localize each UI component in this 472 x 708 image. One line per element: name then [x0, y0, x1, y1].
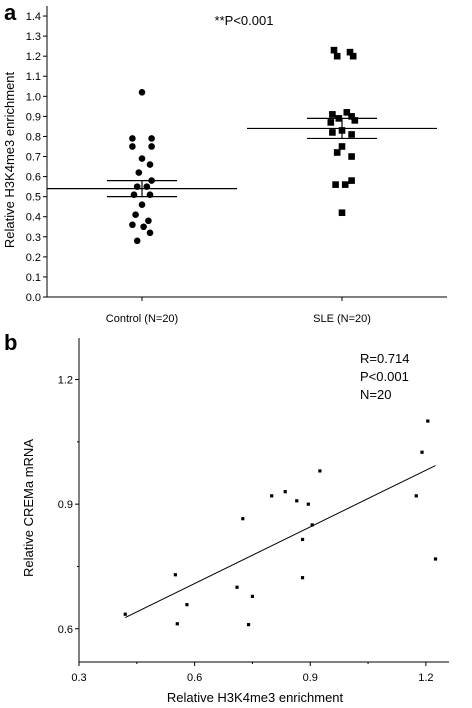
panel-b-y-ticks: 0.6 0.9 1.2: [58, 375, 79, 636]
sle-data-point: [349, 52, 357, 60]
correlation-p-value: P<0.001: [360, 369, 409, 384]
scatter-point: [310, 523, 314, 527]
scatter-point: [235, 585, 239, 589]
control-data-point: [133, 237, 141, 245]
scatter-point: [433, 557, 438, 561]
sle-data-point: [348, 131, 355, 138]
panel-a-data-points: [129, 46, 359, 245]
scatter-point: [241, 517, 245, 521]
panel-a-y-axis-title: Relative H3K4me3 enrichment: [2, 71, 17, 248]
scatter-point: [246, 623, 251, 627]
panel-a-mean-sem-bars: [47, 117, 437, 198]
panel-a-y-tick-label: 0.0: [26, 292, 41, 304]
control-data-point: [129, 221, 136, 229]
panel-b-label: b: [4, 330, 17, 355]
panel-b-x-axis-title: Relative H3K4me3 enrichment: [167, 690, 344, 705]
panel-b-regression: [125, 465, 436, 619]
control-data-point: [132, 211, 139, 219]
control-data-point: [140, 223, 147, 231]
scatter-point: [306, 502, 310, 506]
sle-data-point: [338, 209, 346, 217]
panel-b-x-ticks: 0.3 0.6 0.9 1.2: [71, 662, 434, 684]
panel-b-x-tick-label: 0.6: [187, 672, 202, 684]
sle-data-point: [333, 149, 341, 156]
scatter-point: [175, 622, 179, 626]
sle-data-point: [348, 113, 355, 120]
panel-b-y-tick-label: 1.2: [58, 375, 73, 387]
control-data-point: [138, 201, 146, 208]
panel-b-y-tick-label: 0.6: [58, 624, 73, 636]
control-data-point: [146, 229, 154, 237]
control-data-point: [145, 217, 152, 225]
panel-a-y-tick-label: 0.6: [26, 172, 41, 184]
sle-data-point: [346, 48, 354, 56]
scatter-point: [173, 573, 177, 577]
sle-data-point: [333, 52, 341, 60]
control-data-point: [138, 155, 146, 162]
sle-data-point: [330, 46, 338, 54]
sle-data-point: [348, 177, 355, 184]
scatter-point: [300, 537, 305, 542]
control-data-point: [146, 161, 154, 168]
panel-a-y-tick-label: 0.1: [26, 272, 41, 284]
panel-a-y-tick-label: 0.7: [26, 152, 41, 164]
scatter-point: [318, 469, 322, 473]
panel-a-y-ticks: 0.0 0.1 0.2 0.3 0.4 0.5 0.6 0.7 0.8 0.9 1.0 1.1 1.2 1…: [26, 11, 47, 304]
sle-data-point: [329, 129, 336, 136]
panel-a-x-categories: Control (N=20) SLE (N=20): [106, 297, 371, 325]
panel-a-y-tick-label: 0.5: [26, 192, 41, 204]
panel-b-x-tick-label: 0.9: [303, 672, 318, 684]
panel-a-y-tick-label: 1.1: [26, 71, 41, 83]
sle-data-point: [327, 119, 335, 126]
scatter-point: [300, 576, 305, 580]
control-data-point: [129, 143, 136, 150]
scatter-point: [185, 603, 189, 607]
sle-data-point: [341, 181, 349, 188]
sle-data-point: [343, 109, 351, 116]
scatter-point: [295, 499, 299, 503]
correlation-n-value: N=20: [360, 387, 391, 402]
sle-data-point: [332, 181, 339, 188]
panel-a-y-tick-label: 1.3: [26, 31, 41, 43]
panel-a-y-tick-label: 0.4: [26, 212, 41, 224]
panel-a-label: a: [4, 0, 17, 25]
scatter-point: [123, 612, 127, 616]
correlation-r-value: R=0.714: [360, 351, 410, 366]
control-data-point: [148, 143, 155, 150]
control-data-point: [129, 135, 136, 142]
panel-a-category-label: SLE (N=20): [313, 313, 371, 325]
panel-a-y-tick-label: 0.8: [26, 131, 41, 143]
panel-b-x-tick-label: 0.3: [71, 672, 86, 684]
control-data-point: [148, 135, 155, 142]
panel-b-x-tick-label: 1.2: [418, 672, 433, 684]
scatter-point: [250, 594, 255, 598]
scatter-point: [414, 494, 418, 498]
scatter-point: [426, 419, 430, 423]
sle-data-point: [348, 153, 355, 160]
panel-a-y-tick-label: 1.0: [26, 91, 41, 103]
regression-line: [125, 465, 436, 619]
panel-a-y-tick-label: 0.9: [26, 111, 41, 123]
panel-a-y-tick-label: 0.2: [26, 252, 41, 264]
sle-data-point: [351, 117, 359, 124]
panel-a-y-tick-label: 1.4: [26, 11, 41, 23]
panel-b-y-tick-label: 0.9: [58, 499, 73, 511]
significance-annotation: **P<0.001: [215, 13, 274, 28]
panel-b-data-points: [123, 419, 438, 627]
control-data-point: [138, 88, 146, 96]
sle-data-point: [329, 111, 336, 118]
panel-a-category-label: Control (N=20): [106, 313, 178, 325]
scatter-point: [270, 494, 274, 498]
panel-a-y-tick-label: 1.2: [26, 51, 41, 63]
scatter-point: [420, 450, 424, 454]
control-data-point: [135, 169, 143, 176]
panel-b-y-axis-title: Relative CREMa mRNA: [21, 439, 36, 577]
sle-data-point: [338, 143, 346, 150]
panel-a: a **P<0.001 Relative H3K4me3 enrichment …: [2, 0, 447, 325]
panel-b: b R=0.714 P<0.001 N=20 Relative CREMa mR…: [4, 330, 449, 705]
panel-a-y-tick-label: 0.3: [26, 232, 41, 244]
scatter-point: [283, 490, 287, 494]
